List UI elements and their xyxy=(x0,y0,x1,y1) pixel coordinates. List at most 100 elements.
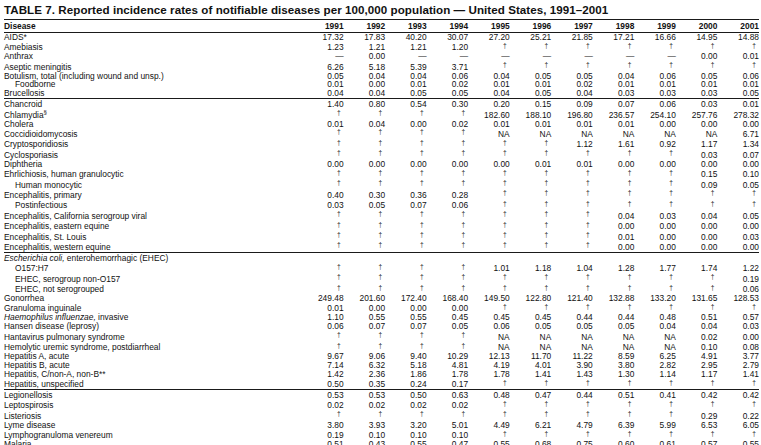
rate-value-cell: 1.34 xyxy=(717,139,759,149)
rate-value-cell: † xyxy=(551,241,593,252)
rate-value-cell: † xyxy=(593,400,635,410)
rate-value-cell: 0.55 xyxy=(717,440,759,445)
table-row: Hepatitis, C/non-A, non-B**1.422.361.861… xyxy=(4,370,759,379)
rate-value-cell: † xyxy=(510,169,552,179)
not-notifiable-dagger: † xyxy=(711,284,718,291)
not-notifiable-dagger: † xyxy=(669,379,676,386)
table-section-3: Escherichia coli, enterohemorrhagic (EHE… xyxy=(4,252,759,389)
rate-value-cell: 0.04 xyxy=(551,89,593,98)
disease-name: Ehrlichiosis, human granulocytic xyxy=(4,169,302,179)
rate-value-cell: † xyxy=(302,241,344,252)
not-notifiable-dagger: † xyxy=(503,273,510,280)
rate-value-cell: 0.07 xyxy=(593,99,635,109)
not-notifiable-dagger: † xyxy=(628,379,635,386)
column-header-1998: 1998 xyxy=(593,20,635,33)
rate-value-cell: 188.10 xyxy=(510,109,552,119)
not-notifiable-dagger: † xyxy=(420,139,427,146)
rate-value-cell: † xyxy=(344,179,386,189)
rate-value-cell: 0.05 xyxy=(593,322,635,331)
rate-value-cell: 1.12 xyxy=(551,139,593,149)
disease-name: Human monocytic xyxy=(4,179,302,189)
rate-value-cell: 0.42 xyxy=(717,390,759,400)
not-notifiable-dagger: † xyxy=(462,149,469,156)
rate-value-cell: 0.03 xyxy=(593,89,635,98)
rate-value-cell: 1.17 xyxy=(676,139,718,149)
rate-value-cell: — xyxy=(593,52,635,61)
not-notifiable-dagger: † xyxy=(462,342,469,349)
disease-name: Malaria xyxy=(4,440,302,445)
rate-value-cell: † xyxy=(717,61,759,71)
not-notifiable-dagger: † xyxy=(586,61,593,68)
rate-value-cell: † xyxy=(593,189,635,199)
table-row: Anthrax—0.00———————0.000.01 xyxy=(4,52,759,61)
disease-name: Coccidioidomycosis xyxy=(4,128,302,138)
not-notifiable-dagger: † xyxy=(545,400,552,407)
rate-value-cell: 0.04 xyxy=(634,322,676,331)
rate-value-cell: 0.03 xyxy=(634,89,676,98)
rate-value-cell: 17.32 xyxy=(302,32,344,41)
rate-value-cell: 1.61 xyxy=(593,139,635,149)
disease-name: Hantavirus pulmonary syndrome xyxy=(4,331,302,341)
not-notifiable-dagger: † xyxy=(420,241,427,248)
rate-value-cell: 131.65 xyxy=(676,294,718,303)
disease-name: Amebiasis xyxy=(4,42,302,52)
rate-value-cell: 0.00 xyxy=(634,160,676,169)
disease-name: Cyclosporiasis xyxy=(4,149,302,159)
rate-value-cell: † xyxy=(385,109,427,119)
not-notifiable-dagger: † xyxy=(420,149,427,156)
not-notifiable-dagger: † xyxy=(752,42,759,49)
rate-value-cell: 1.40 xyxy=(302,99,344,109)
rate-value-cell: 0.05 xyxy=(717,89,759,98)
rate-value-cell: 0.00 xyxy=(676,120,718,129)
not-notifiable-dagger: † xyxy=(628,200,635,207)
table-row: Human monocytic†††††††††0.090.05 xyxy=(4,179,759,189)
rate-value-cell: 0.01 xyxy=(593,231,635,241)
not-notifiable-dagger: † xyxy=(337,149,344,156)
rate-value-cell: † xyxy=(427,169,469,179)
rate-value-cell: † xyxy=(427,263,469,273)
rate-value-cell: † xyxy=(717,400,759,410)
rate-value-cell: 0.00 xyxy=(676,231,718,241)
disease-name: Gonorrhea xyxy=(4,294,302,303)
rate-value-cell: † xyxy=(302,331,344,341)
disease-name: Diphtheria xyxy=(4,160,302,169)
table-title: TABLE 7. Reported incidence rates of not… xyxy=(4,3,759,16)
rate-value-cell: † xyxy=(551,221,593,231)
rate-value-cell: 1.04 xyxy=(551,263,593,273)
not-notifiable-dagger: † xyxy=(586,430,593,437)
rate-value-cell: 5.39 xyxy=(385,61,427,71)
rate-value-cell: 0.02 xyxy=(427,400,469,410)
not-notifiable-dagger: † xyxy=(545,231,552,238)
rate-value-cell: 1.41 xyxy=(510,370,552,379)
not-notifiable-dagger: † xyxy=(337,128,344,135)
rate-value-cell: † xyxy=(385,139,427,149)
not-notifiable-dagger: † xyxy=(337,342,344,349)
not-notifiable-dagger: † xyxy=(545,189,552,196)
disease-name: Encephalitis, western equine xyxy=(4,241,302,252)
rate-value-cell: † xyxy=(593,61,635,71)
rate-value-cell: NA xyxy=(593,331,635,341)
rate-value-cell xyxy=(385,252,427,262)
not-notifiable-dagger: † xyxy=(545,273,552,280)
rate-value-cell: † xyxy=(385,231,427,241)
table-row: Legionellosis0.530.530.500.630.480.470.4… xyxy=(4,390,759,400)
rate-value-cell: † xyxy=(427,221,469,231)
rate-value-cell: † xyxy=(344,231,386,241)
rate-value-cell: 0.50 xyxy=(385,390,427,400)
rate-value-cell: † xyxy=(717,189,759,199)
rate-value-cell: † xyxy=(302,210,344,220)
not-notifiable-dagger: † xyxy=(628,189,635,196)
rate-value-cell: 0.02 xyxy=(385,400,427,410)
rate-value-cell: — xyxy=(551,52,593,61)
rate-value-cell: 128.53 xyxy=(717,294,759,303)
rate-value-cell: 27.20 xyxy=(468,32,510,41)
rate-value-cell: — xyxy=(468,52,510,61)
rate-value-cell: † xyxy=(593,379,635,390)
rate-value-cell: 0.75 xyxy=(551,440,593,445)
table-section-4: Legionellosis0.530.530.500.630.480.470.4… xyxy=(4,390,759,445)
rate-value-cell: 6.21 xyxy=(510,421,552,430)
rate-value-cell: 1.28 xyxy=(593,263,635,273)
rate-value-cell: † xyxy=(385,169,427,179)
rate-value-cell: † xyxy=(551,210,593,220)
rate-value-cell: 0.06 xyxy=(302,322,344,331)
